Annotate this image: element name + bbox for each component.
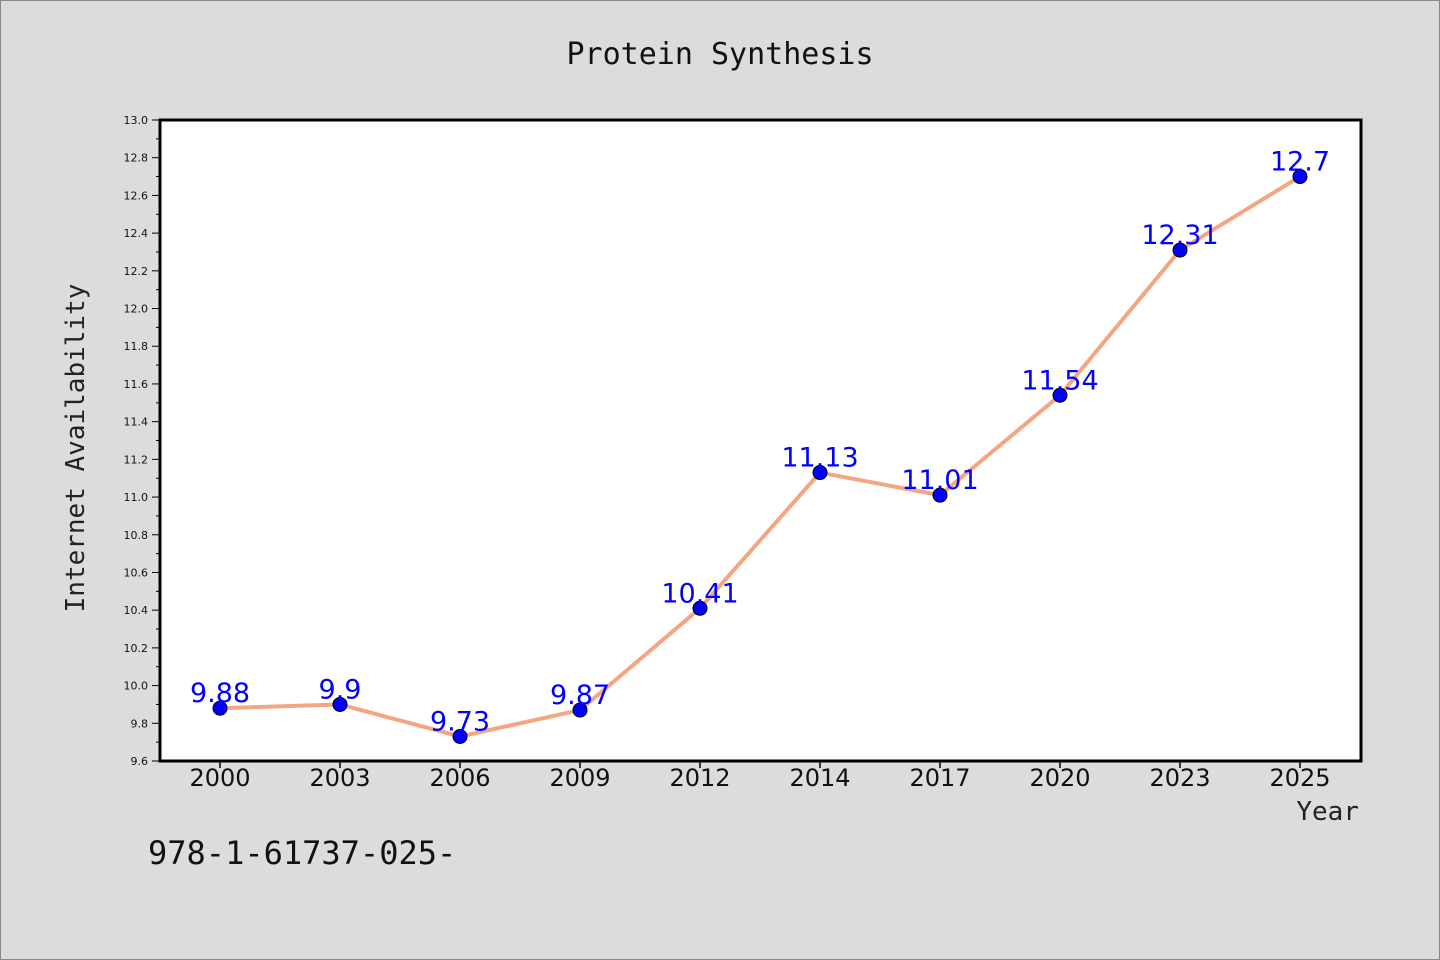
data-label: 11.01 xyxy=(901,465,978,496)
y-tick-label: 10.6 xyxy=(124,566,149,579)
x-tick-label: 2012 xyxy=(669,764,730,792)
y-axis-label: Internet Availability xyxy=(61,284,91,613)
data-point xyxy=(1052,387,1068,403)
plot-area xyxy=(158,118,1363,763)
x-tick-label: 2000 xyxy=(189,764,250,792)
x-tick-label: 2020 xyxy=(1029,764,1090,792)
x-tick-label: 2003 xyxy=(309,764,370,792)
data-label: 9.87 xyxy=(550,680,610,711)
data-label: 12.7 xyxy=(1270,147,1330,178)
data-point xyxy=(212,700,228,716)
data-label: 10.41 xyxy=(661,578,738,609)
data-point xyxy=(692,600,708,616)
footnote-text: 978-1-61737-025- xyxy=(148,834,456,872)
data-point xyxy=(452,728,468,744)
x-tick-label: 2009 xyxy=(549,764,610,792)
data-point xyxy=(1172,242,1188,258)
y-tick-label: 10.4 xyxy=(124,604,149,617)
data-label-group: 9.88 9.9 9.73 9.87 10.41 11.13 11.01 11.54 12.31… xyxy=(190,147,1330,738)
y-tick-label: 12.0 xyxy=(124,303,149,316)
x-axis-label: Year xyxy=(1296,797,1359,827)
x-axis: 2000 2003 2006 2009 2012 2014 2017 2020 2023 2025 xyxy=(189,761,1331,792)
data-point xyxy=(332,696,348,712)
y-tick-label: 12.6 xyxy=(124,189,149,202)
x-tick-label: 2017 xyxy=(909,764,970,792)
data-label: 9.88 xyxy=(190,678,250,709)
y-tick-label: 12.2 xyxy=(124,265,149,278)
data-point xyxy=(1292,169,1308,185)
y-tick-label: 12.8 xyxy=(124,152,149,165)
data-label: 12.31 xyxy=(1141,220,1218,251)
y-tick-label: 12.4 xyxy=(124,227,149,240)
y-axis: 9.6 9.8 10.0 10.2 10.4 10.6 10.8 11.0 11.2 11.4 11… xyxy=(124,114,160,768)
y-tick-label: 11.0 xyxy=(124,491,149,504)
x-tick-label: 2014 xyxy=(789,764,850,792)
data-label: 9.9 xyxy=(319,674,362,705)
y-tick-label: 13.0 xyxy=(124,114,149,127)
y-tick-label: 10.8 xyxy=(124,529,149,542)
y-tick-label: 11.6 xyxy=(124,378,149,391)
data-point xyxy=(932,487,948,503)
y-tick-label: 9.6 xyxy=(131,755,149,768)
y-tick-label: 11.4 xyxy=(124,416,149,429)
y-tick-label: 9.8 xyxy=(131,717,149,730)
data-point xyxy=(812,465,828,481)
data-label: 11.54 xyxy=(1021,365,1098,396)
data-label: 11.13 xyxy=(781,443,858,474)
data-label: 9.73 xyxy=(430,706,490,737)
y-tick-label: 10.2 xyxy=(124,642,149,655)
series-line xyxy=(218,174,1302,739)
y-tick-label: 11.8 xyxy=(124,340,149,353)
x-tick-label: 2006 xyxy=(429,764,490,792)
data-point xyxy=(572,702,588,718)
series-group xyxy=(212,169,1308,744)
x-tick-label: 2025 xyxy=(1269,764,1330,792)
y-tick-label: 10.0 xyxy=(124,680,149,693)
y-tick-label: 11.2 xyxy=(124,453,149,466)
chart-title: Protein Synthesis xyxy=(566,37,873,72)
x-tick-label: 2023 xyxy=(1149,764,1210,792)
